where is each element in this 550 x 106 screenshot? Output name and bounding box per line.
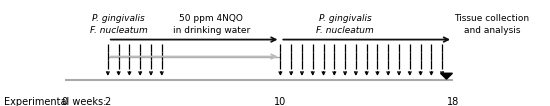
Text: 50 ppm 4NQO
in drinking water: 50 ppm 4NQO in drinking water xyxy=(173,14,250,35)
Text: 10: 10 xyxy=(274,97,287,106)
Polygon shape xyxy=(441,73,453,79)
Text: 0: 0 xyxy=(62,97,68,106)
Text: 18: 18 xyxy=(447,97,459,106)
Text: Tissue collection
and analysis: Tissue collection and analysis xyxy=(454,14,529,35)
Text: Experimental weeks:: Experimental weeks: xyxy=(4,97,107,106)
Text: 2: 2 xyxy=(104,97,111,106)
Text: P. gingivalis
F. nucleatum: P. gingivalis F. nucleatum xyxy=(316,14,374,35)
Text: P. gingivalis
F. nucleatum: P. gingivalis F. nucleatum xyxy=(90,14,147,35)
